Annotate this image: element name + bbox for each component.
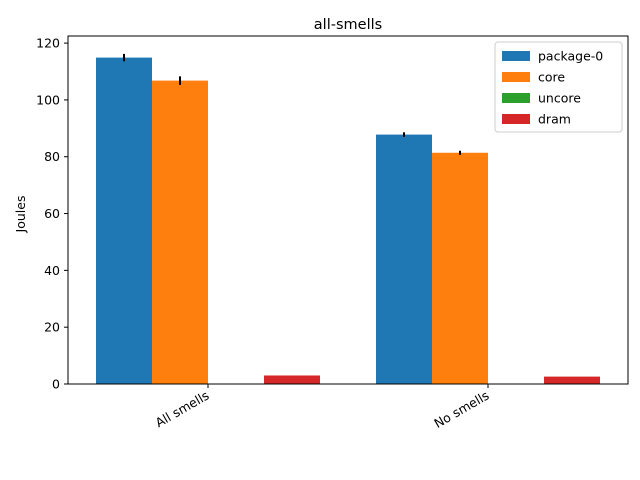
bar-core-0 (152, 80, 208, 384)
x-axis: All smells No smells (153, 384, 492, 431)
y-tick-label: 80 (44, 149, 60, 164)
legend-label-core: core (538, 70, 565, 85)
legend-label-dram: dram (538, 112, 571, 127)
bar-package-0-1 (376, 134, 432, 384)
legend-frame (494, 41, 623, 133)
legend-label-uncore: uncore (538, 91, 581, 106)
y-tick-label: 20 (44, 320, 60, 335)
bars-layer (96, 57, 600, 384)
y-tick-label: 100 (36, 92, 60, 107)
x-tick-label: No smells (431, 388, 491, 431)
y-tick-label: 120 (36, 36, 60, 51)
legend-swatch-dram (502, 114, 530, 124)
legend: package-0 core uncore dram (494, 41, 623, 133)
legend-swatch-core (502, 72, 530, 82)
bar-dram-0 (264, 375, 320, 384)
plot-frame (67, 35, 629, 385)
legend-label-package-0: package-0 (538, 49, 603, 64)
x-tick-label: All smells (153, 388, 212, 431)
y-axis: 0 20 40 60 80 100 120 (36, 36, 68, 392)
y-tick-label: 40 (44, 263, 60, 278)
bar-core-1 (432, 152, 488, 384)
legend-swatch-uncore (502, 93, 530, 103)
y-tick-label: 60 (44, 206, 60, 221)
chart-title: all-smells (314, 17, 382, 33)
y-axis-label: Joules (13, 196, 28, 234)
error-bars-layer (123, 53, 461, 155)
y-tick-label: 0 (52, 377, 60, 392)
legend-swatch-package-0 (502, 51, 530, 61)
bar-package-0-0 (96, 57, 152, 384)
bar-dram-1 (544, 376, 600, 384)
